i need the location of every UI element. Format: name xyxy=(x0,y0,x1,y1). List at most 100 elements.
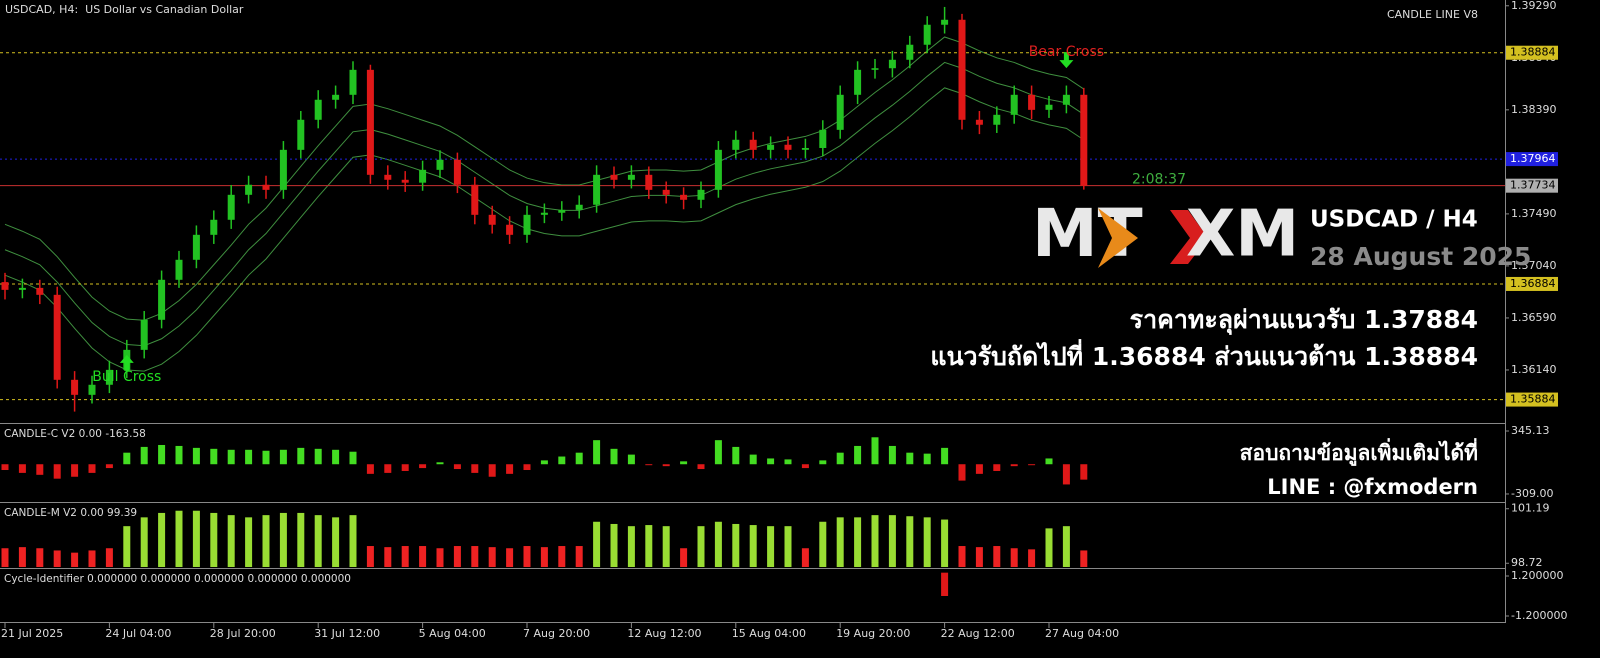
x-tick-label: 5 Aug 04:00 xyxy=(419,627,486,640)
histogram-bar xyxy=(575,546,583,567)
histogram-bar xyxy=(1028,464,1036,466)
signal-arrow xyxy=(119,354,134,371)
candle-body xyxy=(192,234,200,260)
histogram-bar xyxy=(610,448,618,465)
histogram-bar xyxy=(767,526,775,567)
y-tick-label: 1.38390 xyxy=(1511,103,1557,116)
x-tick-label: 21 Jul 2025 xyxy=(1,627,63,640)
level-box xyxy=(1506,45,1558,60)
candle-body xyxy=(958,19,966,120)
histogram-bar xyxy=(662,526,670,567)
histogram-bar xyxy=(662,464,670,467)
candle-body xyxy=(297,119,305,150)
symbol: USDCAD / H4 xyxy=(1310,207,1478,233)
histogram-bar xyxy=(18,547,26,567)
histogram-bar xyxy=(436,462,444,465)
histogram-bar xyxy=(558,456,566,465)
histogram-bar xyxy=(140,517,148,567)
histogram-bar xyxy=(227,515,235,567)
contact-line: LINE : @fxmodern xyxy=(1267,475,1478,499)
histogram-bar xyxy=(732,446,740,465)
histogram-bar xyxy=(993,546,1001,567)
candle-body xyxy=(384,174,392,180)
candle-body xyxy=(1062,94,1070,105)
histogram-bar xyxy=(262,515,270,567)
histogram-bar xyxy=(506,548,514,567)
logos: MT XM xyxy=(1032,195,1299,272)
candle-body xyxy=(366,69,374,175)
candle-body xyxy=(314,99,322,120)
histogram-bar xyxy=(1080,550,1088,567)
histogram-bar xyxy=(523,546,531,567)
x-tick-label: 22 Aug 12:00 xyxy=(941,627,1015,640)
histogram-bar xyxy=(680,548,688,567)
histogram-bar xyxy=(123,452,131,465)
histogram-bar xyxy=(784,459,792,465)
candle-body xyxy=(227,194,235,220)
y-tick-label: 345.13 xyxy=(1511,424,1550,437)
histogram-bar xyxy=(210,448,218,465)
note-line: แนวรับถัดไปที่ 1.36884 ส่วนแนวต้าน 1.388… xyxy=(930,339,1478,371)
price-line-box xyxy=(1506,178,1558,193)
histogram-bar xyxy=(680,461,688,465)
histogram-bar xyxy=(523,464,531,471)
histogram-bar xyxy=(1,548,9,567)
histogram-bar xyxy=(1010,548,1018,567)
candle-body xyxy=(888,59,896,69)
level-label: 1.36884 xyxy=(1510,277,1556,290)
histogram-bar xyxy=(540,460,548,465)
candle-body xyxy=(88,384,96,395)
date: 28 August 2025 xyxy=(1310,242,1531,271)
histogram-bar xyxy=(105,464,113,469)
y-tick-label: 1.36140 xyxy=(1511,363,1557,376)
candle-body xyxy=(627,174,635,180)
candle-body xyxy=(975,119,983,125)
histogram-bar xyxy=(210,512,218,567)
histogram-bar xyxy=(105,548,113,567)
histogram-bar xyxy=(453,546,461,567)
histogram-bar xyxy=(88,550,96,567)
histogram-bar xyxy=(941,447,949,465)
candle-body xyxy=(436,159,444,170)
x-tick-label: 31 Jul 12:00 xyxy=(314,627,380,640)
candle-body xyxy=(767,144,775,150)
histogram-bar xyxy=(836,517,844,567)
histogram-bar xyxy=(1010,464,1018,467)
candle-body xyxy=(210,219,218,235)
histogram-bar xyxy=(158,512,166,567)
note-line: ราคาทะลุผ่านแนวรับ 1.37884 xyxy=(1130,305,1478,336)
histogram-bar xyxy=(975,547,983,567)
candle-body xyxy=(732,139,740,150)
histogram-bar xyxy=(419,546,427,567)
histogram-bar xyxy=(88,464,96,473)
histogram-bar xyxy=(819,521,827,567)
histogram-bar xyxy=(923,517,931,567)
histogram-bar xyxy=(540,547,548,567)
histogram-bar xyxy=(749,454,757,465)
candle-body xyxy=(175,259,183,280)
panel-title: CANDLE-M V2 0.00 99.39 xyxy=(4,507,137,519)
y-tick-label: 1.37040 xyxy=(1511,259,1557,272)
candle-body xyxy=(18,287,26,290)
histogram-bar xyxy=(697,464,705,470)
candle-body xyxy=(784,144,792,150)
histogram-bar xyxy=(714,521,722,567)
histogram-bar xyxy=(575,452,583,465)
histogram-bar xyxy=(332,517,340,567)
histogram-bar xyxy=(36,464,44,475)
candle-body xyxy=(245,184,253,195)
histogram-bar xyxy=(697,526,705,567)
y-tick-label: 98.72 xyxy=(1511,556,1543,569)
candle-body xyxy=(854,69,862,95)
histogram-bar xyxy=(53,464,61,479)
candle-body xyxy=(714,149,722,190)
y-tick-label: 1.36590 xyxy=(1511,311,1557,324)
histogram-bar xyxy=(471,464,479,473)
histogram-bar xyxy=(941,519,949,567)
histogram-bar xyxy=(245,517,253,567)
panel-title: CANDLE-C V2 0.00 -163.58 xyxy=(4,428,146,440)
histogram-bar xyxy=(975,464,983,474)
histogram-bar xyxy=(471,546,479,567)
candle-body xyxy=(506,224,514,235)
